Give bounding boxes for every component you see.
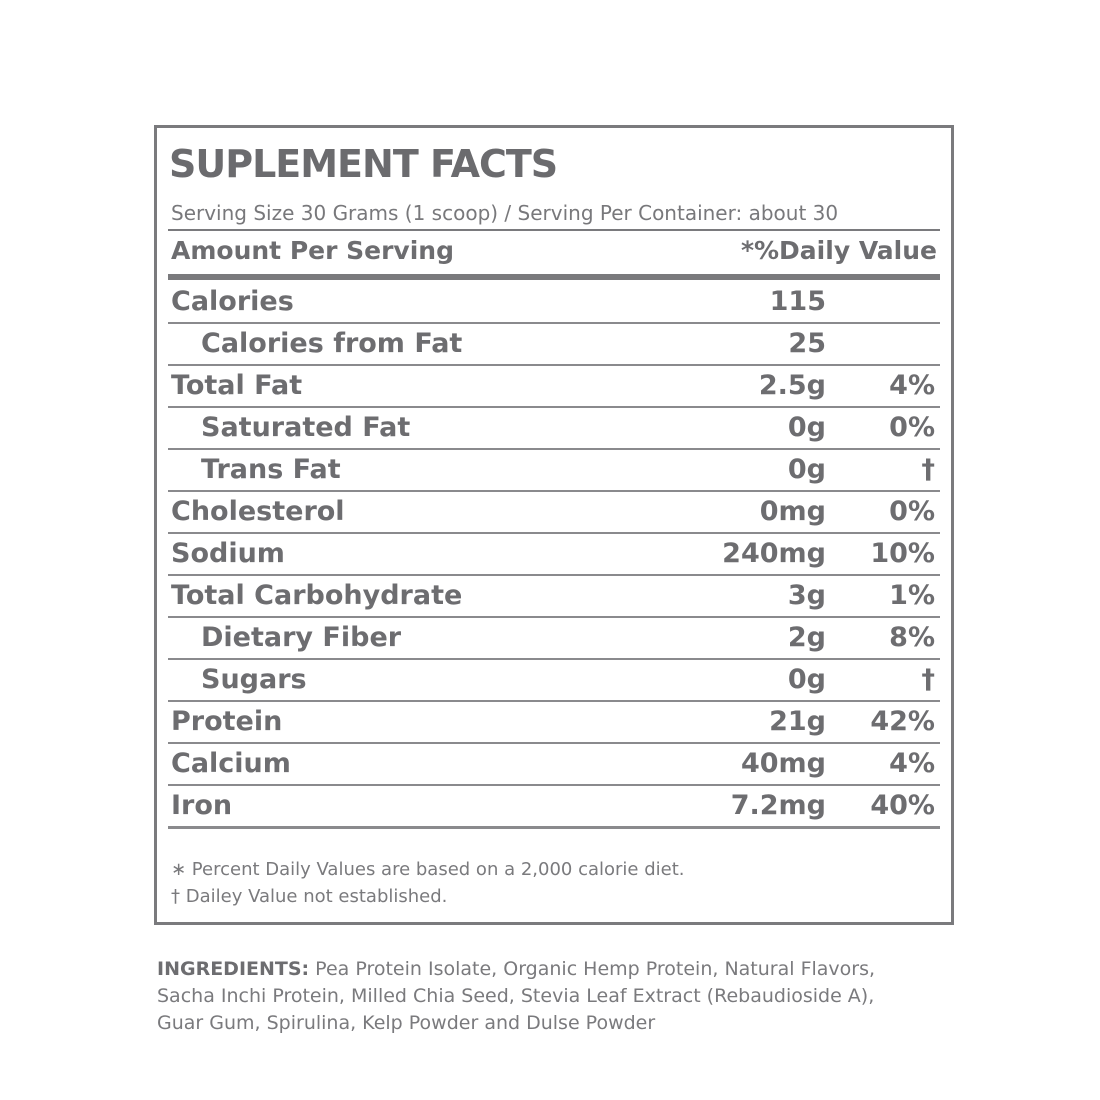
nutrient-row: Trans Fat 0g † [168,450,940,492]
nutrient-name: Protein [171,706,283,737]
divider [168,229,940,231]
nutrient-name: Calcium [171,748,291,779]
nutrient-amount: 0g [787,454,826,485]
nutrient-daily-value: 4% [889,370,935,401]
nutrient-row: Calories from Fat 25 [168,324,940,366]
nutrient-name: Saturated Fat [201,412,411,443]
nutrient-row: Iron 7.2mg 40% [168,786,940,829]
nutrient-name: Calories from Fat [201,328,463,359]
nutrient-amount: 0g [787,664,826,695]
nutrient-row: Dietary Fiber 2g 8% [168,618,940,660]
serving-info: Serving Size 30 Grams (1 scoop) / Servin… [171,201,839,225]
nutrient-daily-value: 42% [870,706,935,737]
nutrient-name: Trans Fat [201,454,341,485]
nutrient-amount: 40mg [740,748,826,779]
nutrient-amount: 240mg [722,538,826,569]
nutrient-amount: 7.2mg [730,790,826,821]
nutrient-row: Cholesterol 0mg 0% [168,492,940,534]
nutrient-row: Calcium 40mg 4% [168,744,940,786]
ingredients-block: INGREDIENTS: Pea Protein Isolate, Organi… [157,956,987,1037]
nutrient-amount: 2.5g [758,370,826,401]
nutrient-amount: 21g [769,706,826,737]
nutrient-row: Protein 21g 42% [168,702,940,744]
nutrient-amount: 3g [787,580,826,611]
nutrient-daily-value: 40% [870,790,935,821]
nutrient-daily-value: 4% [889,748,935,779]
nutrient-row: Sodium 240mg 10% [168,534,940,576]
nutrient-daily-value: 10% [870,538,935,569]
dagger-footnote: † Dailey Value not established. [171,886,448,907]
nutrient-name: Sodium [171,538,285,569]
nutrient-amount: 0mg [759,496,826,527]
nutrient-amount: 25 [788,328,826,359]
nutrient-daily-value: † [921,664,936,695]
nutrient-name: Dietary Fiber [201,622,402,653]
nutrient-name: Cholesterol [171,496,345,527]
nutrient-daily-value: 0% [889,496,935,527]
nutrient-row: Saturated Fat 0g 0% [168,408,940,450]
divider-thick [168,274,940,280]
nutrient-table: Calories 115 Calories from Fat 25 Total … [168,282,940,829]
daily-value-header: *%Daily Value [740,236,937,265]
nutrient-name: Sugars [201,664,307,695]
nutrient-name: Total Carbohydrate [171,580,463,611]
panel-title: SUPLEMENT FACTS [169,142,558,186]
nutrient-name: Iron [171,790,233,821]
nutrient-daily-value: 0% [889,412,935,443]
nutrient-amount: 0g [787,412,826,443]
supplement-facts-panel: SUPLEMENT FACTS Serving Size 30 Grams (1… [154,125,954,925]
nutrient-name: Total Fat [171,370,303,401]
nutrient-daily-value: † [921,454,936,485]
nutrient-name: Calories [171,286,294,317]
amount-per-serving-header: Amount Per Serving [171,236,454,265]
nutrient-row: Sugars 0g † [168,660,940,702]
daily-values-footnote: ∗ Percent Daily Values are based on a 2,… [171,859,685,880]
footnotes: ∗ Percent Daily Values are based on a 2,… [171,856,685,910]
nutrient-amount: 115 [769,286,826,317]
nutrient-daily-value: 8% [889,622,935,653]
nutrient-daily-value: 1% [889,580,935,611]
nutrient-row: Calories 115 [168,282,940,324]
ingredients-text: Sacha Inchi Protein, Milled Chia Seed, S… [157,985,875,1007]
ingredients-text: Guar Gum, Spirulina, Kelp Powder and Dul… [157,1012,656,1034]
ingredients-text: Pea Protein Isolate, Organic Hemp Protei… [309,958,876,980]
ingredients-label: INGREDIENTS: [157,958,310,980]
nutrient-row: Total Fat 2.5g 4% [168,366,940,408]
nutrient-amount: 2g [787,622,826,653]
nutrient-row: Total Carbohydrate 3g 1% [168,576,940,618]
